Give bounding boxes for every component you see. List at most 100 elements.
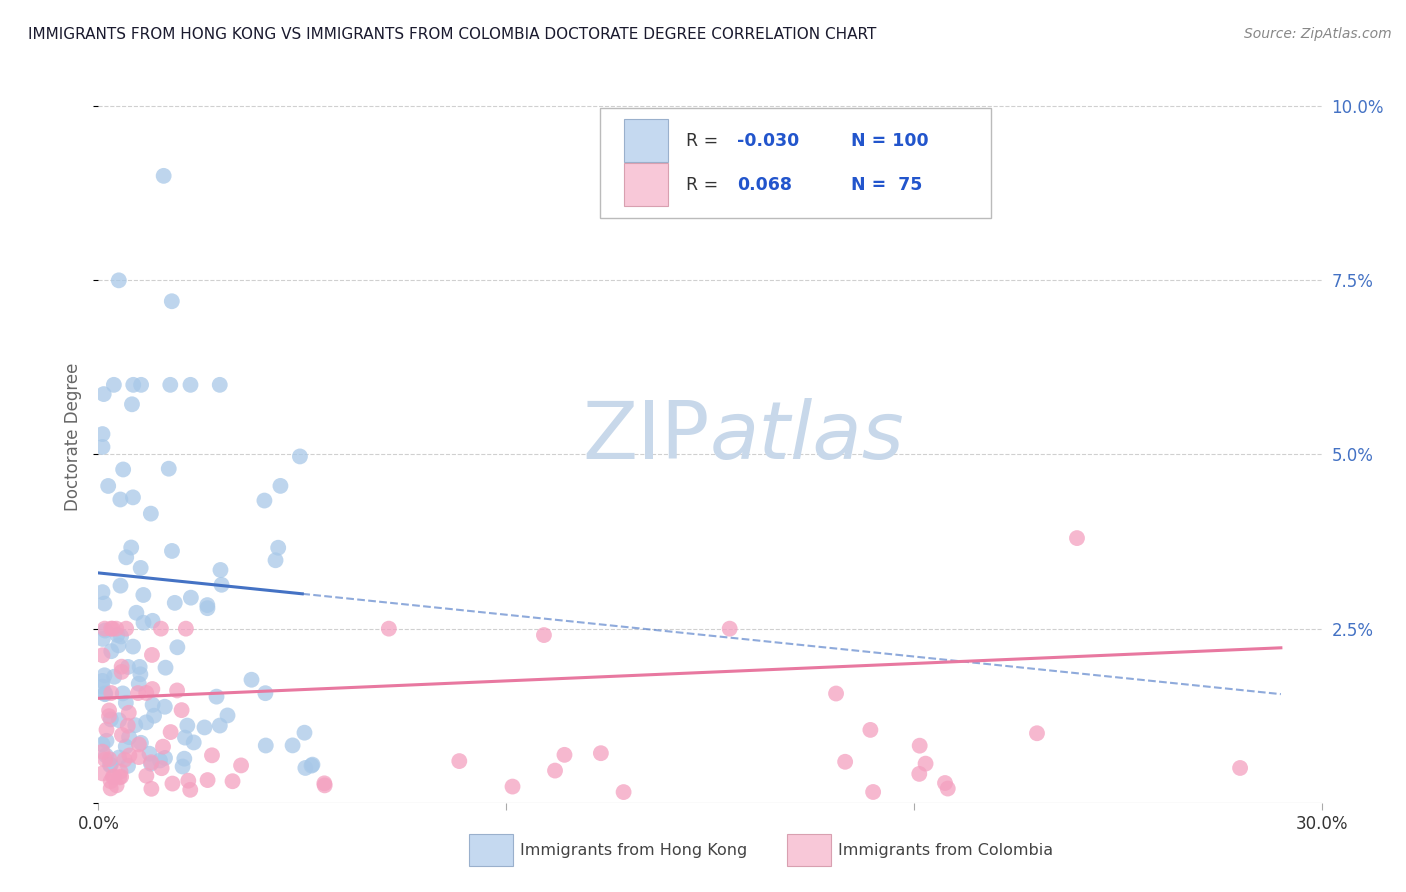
Point bbox=[253, 493, 276, 508]
Point bbox=[135, 715, 157, 730]
Point bbox=[132, 588, 155, 602]
Point bbox=[163, 596, 186, 610]
Point bbox=[108, 771, 131, 785]
Point bbox=[193, 721, 215, 735]
Text: R =: R = bbox=[686, 176, 723, 194]
Point bbox=[201, 748, 224, 763]
Point bbox=[229, 758, 252, 772]
Point bbox=[117, 660, 139, 674]
Point bbox=[301, 757, 323, 772]
Point bbox=[177, 773, 200, 788]
Point bbox=[96, 723, 118, 737]
Point bbox=[94, 687, 117, 701]
Point bbox=[108, 750, 131, 764]
Point bbox=[314, 778, 336, 792]
Point bbox=[1229, 761, 1251, 775]
Point bbox=[110, 579, 132, 593]
Text: ZIP: ZIP bbox=[582, 398, 710, 476]
Point bbox=[117, 759, 139, 773]
Point bbox=[141, 648, 163, 662]
Point bbox=[254, 686, 277, 700]
Point bbox=[98, 752, 121, 766]
Point bbox=[93, 668, 115, 682]
Point bbox=[211, 578, 233, 592]
Point bbox=[96, 733, 118, 747]
Text: Source: ZipAtlas.com: Source: ZipAtlas.com bbox=[1244, 27, 1392, 41]
Point bbox=[179, 782, 201, 797]
Point bbox=[103, 670, 125, 684]
Point bbox=[101, 622, 124, 636]
Point bbox=[98, 758, 121, 772]
Point bbox=[142, 698, 165, 712]
Point bbox=[166, 640, 188, 655]
Point bbox=[138, 747, 160, 761]
Point bbox=[159, 725, 181, 739]
Point bbox=[91, 766, 114, 780]
Point bbox=[135, 769, 157, 783]
Point bbox=[110, 764, 132, 779]
Point bbox=[205, 690, 228, 704]
Point bbox=[129, 377, 152, 392]
Point bbox=[103, 377, 125, 392]
Point bbox=[264, 553, 287, 567]
Point bbox=[159, 377, 181, 392]
Point bbox=[94, 624, 117, 638]
Point bbox=[91, 745, 114, 759]
Point bbox=[110, 492, 132, 507]
Point bbox=[180, 591, 202, 605]
Point bbox=[108, 713, 131, 727]
Point bbox=[217, 708, 239, 723]
FancyBboxPatch shape bbox=[624, 120, 668, 162]
Point bbox=[294, 761, 316, 775]
Point bbox=[825, 686, 848, 700]
FancyBboxPatch shape bbox=[624, 163, 668, 206]
Point bbox=[91, 427, 114, 442]
Point bbox=[908, 767, 931, 781]
Point bbox=[132, 615, 155, 630]
Point bbox=[115, 550, 138, 565]
Point bbox=[183, 735, 205, 749]
Point bbox=[208, 377, 231, 392]
Point bbox=[122, 377, 145, 392]
Point bbox=[240, 673, 263, 687]
Point bbox=[111, 686, 134, 700]
Point bbox=[100, 774, 122, 789]
Point bbox=[166, 683, 188, 698]
Point bbox=[103, 770, 125, 784]
Point bbox=[100, 781, 122, 796]
Text: N =  75: N = 75 bbox=[851, 176, 922, 194]
Point bbox=[124, 718, 146, 732]
Point bbox=[128, 750, 150, 764]
Point bbox=[91, 737, 114, 751]
Text: R =: R = bbox=[686, 132, 723, 150]
Point bbox=[914, 756, 936, 771]
Text: Immigrants from Colombia: Immigrants from Colombia bbox=[838, 843, 1053, 858]
Point bbox=[153, 751, 176, 765]
Point bbox=[173, 752, 195, 766]
Point bbox=[91, 440, 114, 454]
Point bbox=[288, 450, 311, 464]
Point bbox=[120, 541, 142, 555]
Point bbox=[170, 703, 193, 717]
Point bbox=[111, 665, 134, 679]
Point bbox=[91, 632, 114, 646]
Point bbox=[122, 491, 145, 505]
Point bbox=[1066, 531, 1088, 545]
Point bbox=[179, 377, 201, 392]
Point bbox=[502, 780, 524, 794]
Point bbox=[143, 708, 166, 723]
FancyBboxPatch shape bbox=[787, 834, 831, 866]
Point bbox=[135, 686, 157, 700]
Point bbox=[110, 770, 132, 784]
Point bbox=[93, 597, 115, 611]
Point bbox=[118, 748, 141, 763]
Point bbox=[117, 719, 139, 733]
Point bbox=[281, 739, 304, 753]
Point bbox=[160, 294, 183, 309]
Point bbox=[97, 479, 120, 493]
Point bbox=[122, 640, 145, 654]
Point bbox=[221, 774, 243, 789]
Point bbox=[269, 479, 291, 493]
Point bbox=[100, 622, 122, 636]
Point bbox=[128, 738, 150, 752]
